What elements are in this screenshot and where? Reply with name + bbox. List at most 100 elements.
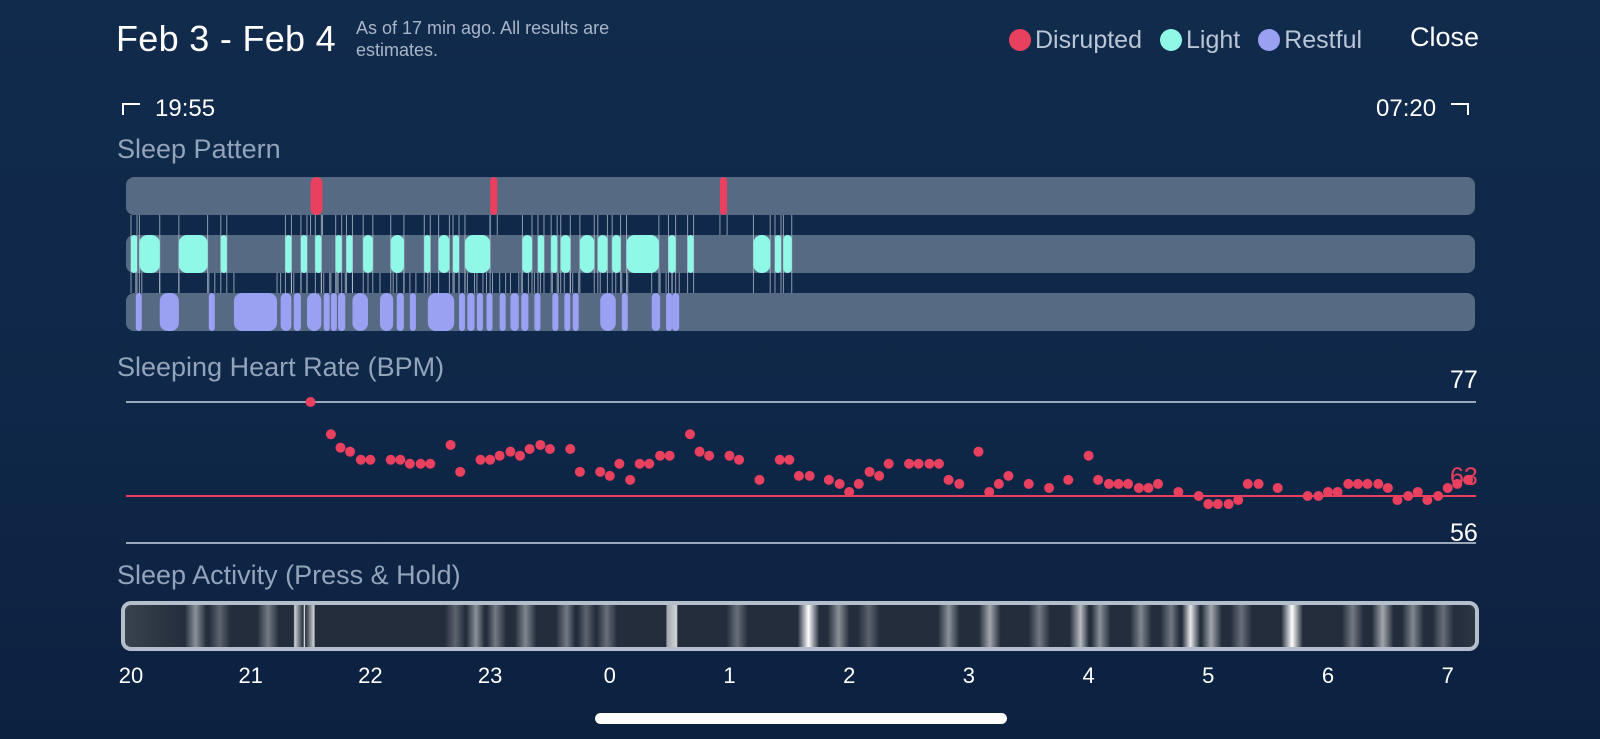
sleep-pattern-title: Sleep Pattern — [117, 134, 281, 164]
hr-point — [544, 444, 555, 454]
hr-point — [844, 486, 855, 497]
restful-segment — [572, 293, 579, 331]
light-segment — [537, 235, 544, 273]
hr-point — [1452, 478, 1463, 489]
hr-point — [1362, 478, 1373, 489]
hr-point — [973, 446, 984, 457]
restful-segment — [293, 293, 301, 331]
light-segment — [390, 235, 404, 273]
hr-point — [1412, 486, 1423, 497]
hr-point — [904, 458, 915, 469]
hr-point — [1332, 486, 1343, 497]
light-segment — [774, 235, 781, 273]
legend-disrupted: Disrupted — [1009, 26, 1142, 55]
light-segment — [626, 235, 659, 273]
hr-point — [505, 446, 516, 457]
close-button[interactable]: Close — [1410, 22, 1480, 52]
hr-point — [1463, 474, 1474, 485]
hr-point — [1422, 495, 1433, 506]
hr-point — [644, 458, 655, 469]
hr-point — [475, 454, 486, 465]
axis-tick: 21 — [238, 663, 263, 688]
light-segment — [783, 235, 792, 273]
home-indicator[interactable] — [595, 713, 1007, 724]
hr-point — [664, 450, 675, 461]
hr-point — [724, 450, 735, 461]
light-track — [126, 235, 1475, 273]
hr-point — [1313, 491, 1324, 501]
light-segment — [346, 235, 353, 273]
restful-segment — [666, 293, 673, 331]
axis-tick: 20 — [118, 663, 144, 688]
disrupted-dot-icon — [1009, 29, 1031, 51]
light-segment — [220, 235, 227, 273]
legend-label: Restful — [1284, 25, 1363, 54]
light-segment — [300, 235, 307, 273]
restful-segment — [476, 293, 483, 331]
restful-segment — [338, 293, 346, 331]
light-segment — [597, 235, 608, 273]
hr-point — [1153, 478, 1164, 489]
disrupted-segment — [490, 177, 498, 215]
hr-point — [1373, 478, 1384, 489]
restful-segment — [600, 293, 616, 331]
hr-point — [883, 458, 894, 469]
axis-tick: 5 — [1202, 663, 1215, 688]
hr-point — [993, 478, 1004, 489]
restful-segment — [159, 293, 179, 331]
restful-segment — [352, 293, 369, 331]
light-segment — [464, 235, 491, 273]
restful-segment — [409, 293, 416, 331]
hr-point — [604, 470, 615, 481]
hr-point — [984, 486, 995, 497]
light-segment — [452, 235, 459, 273]
hr-point — [1143, 482, 1154, 493]
restful-segment — [396, 293, 404, 331]
hr-point — [305, 397, 316, 407]
light-segment — [579, 235, 595, 273]
restful-segment — [330, 293, 337, 331]
hr-point — [1212, 499, 1223, 510]
hr-point — [864, 466, 875, 477]
hr-point — [1223, 499, 1234, 510]
hr-point — [415, 458, 426, 469]
hr-point — [365, 454, 376, 465]
axis-tick: 23 — [477, 663, 503, 688]
hr-point — [1003, 470, 1014, 481]
hr-point — [1193, 491, 1204, 501]
restful-segment — [306, 293, 322, 331]
axis-tick: 3 — [962, 663, 976, 688]
range-start: 19:55 — [121, 95, 215, 123]
hr-point — [704, 450, 715, 461]
restful-segment — [208, 293, 215, 331]
restful-segment — [534, 293, 541, 331]
sleep-activity-bar[interactable] — [120, 600, 1480, 652]
legend-restful: Restful — [1258, 26, 1362, 55]
hr-point — [325, 429, 336, 440]
restful-segment — [521, 293, 529, 331]
light-segment — [131, 235, 137, 273]
legend: Disrupted Light Restful — [1009, 22, 1380, 58]
heart-rate-chart[interactable] — [0, 380, 1600, 550]
restful-segment — [672, 293, 680, 331]
range-start-time: 19:55 — [155, 95, 216, 122]
light-segment — [424, 235, 431, 273]
light-dot-icon — [1160, 29, 1182, 51]
light-segment — [687, 235, 694, 273]
hr-point — [1403, 491, 1414, 501]
hr-point — [834, 478, 845, 489]
disrupted-segment — [310, 177, 323, 215]
hr-point — [524, 444, 535, 454]
restful-segment — [458, 293, 465, 331]
hr-point — [1123, 478, 1134, 489]
light-segment — [560, 235, 571, 273]
axis-tick: 2 — [843, 663, 856, 688]
light-segment — [285, 235, 292, 273]
axis-tick: 4 — [1082, 663, 1095, 688]
restful-segment — [552, 293, 559, 331]
estimate-note: As of 17 min ago. All results are estima… — [356, 18, 610, 60]
legend-label: Light — [1186, 25, 1241, 54]
hr-point — [655, 450, 666, 461]
sleep-pattern-chart[interactable] — [0, 170, 1600, 340]
activity-strip — [121, 601, 1479, 651]
